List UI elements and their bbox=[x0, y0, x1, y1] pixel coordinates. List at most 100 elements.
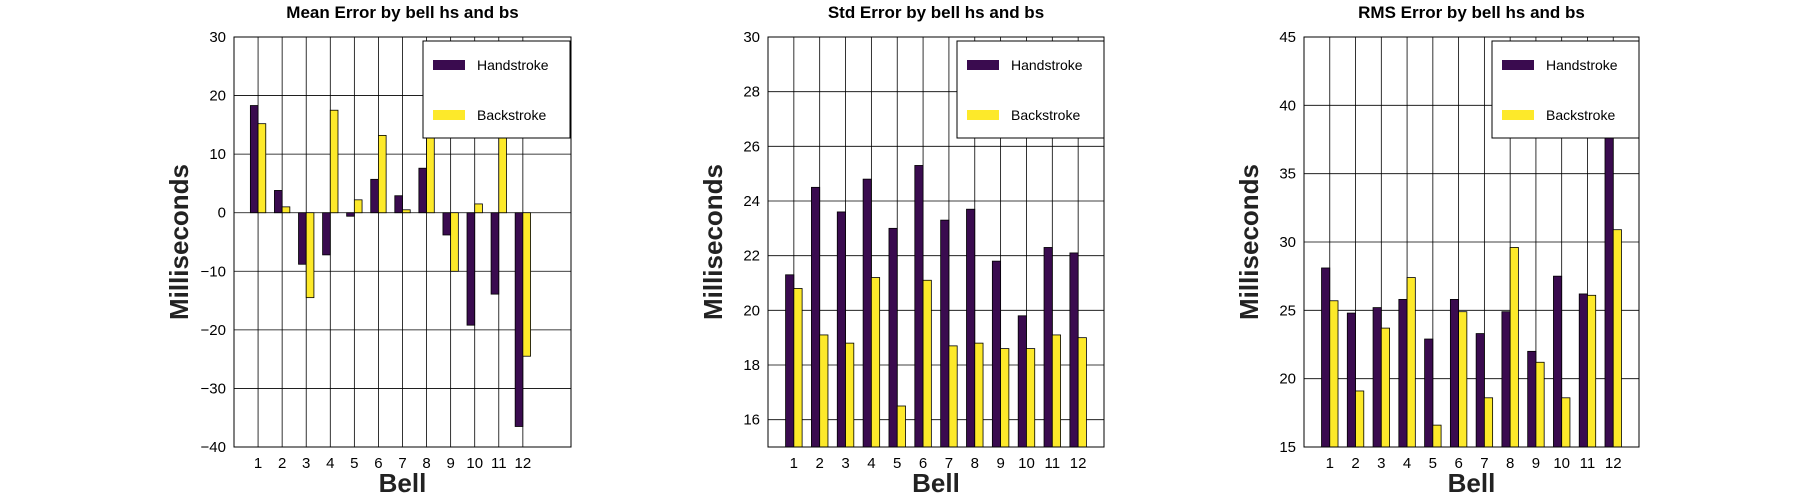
bar-backstroke-bell-12 bbox=[522, 212, 531, 357]
bar-backstroke-bell-11 bbox=[1051, 334, 1061, 448]
y-tick-label: 15 bbox=[1279, 439, 1296, 456]
y-tick-label: 28 bbox=[743, 84, 760, 101]
y-tick-label: 30 bbox=[209, 29, 226, 46]
y-tick-label: −30 bbox=[201, 380, 226, 397]
bar-backstroke-bell-4 bbox=[870, 277, 881, 448]
x-tick-label: 3 bbox=[302, 455, 310, 472]
y-tick-label: 35 bbox=[1279, 166, 1296, 183]
bar-backstroke-bell-3 bbox=[1380, 327, 1390, 448]
bar-backstroke-bell-1 bbox=[1329, 300, 1339, 448]
y-tick-label: 30 bbox=[743, 29, 760, 46]
x-tick-label: 11 bbox=[1045, 455, 1061, 472]
x-tick-label: 5 bbox=[893, 455, 901, 472]
bar-backstroke-bell-9 bbox=[1535, 361, 1545, 448]
bar-handstroke-bell-3 bbox=[836, 211, 846, 448]
bar-backstroke-bell-6 bbox=[378, 134, 387, 214]
bar-backstroke-bell-6 bbox=[922, 279, 932, 448]
y-tick-label: 10 bbox=[209, 146, 226, 163]
bar-handstroke-bell-6 bbox=[370, 178, 379, 214]
legend-label: Backstroke bbox=[477, 107, 546, 123]
y-tick-label: 20 bbox=[209, 88, 226, 105]
bar-handstroke-bell-2 bbox=[811, 186, 821, 448]
bar-backstroke-bell-1 bbox=[793, 288, 803, 448]
x-tick-label: 12 bbox=[1605, 455, 1622, 472]
legend-box bbox=[1491, 40, 1640, 139]
bar-backstroke-bell-12 bbox=[1612, 229, 1622, 448]
legend-swatch-handstroke bbox=[433, 60, 465, 70]
x-tick-label: 12 bbox=[515, 455, 532, 472]
legend-box bbox=[956, 40, 1105, 139]
x-tick-label: 7 bbox=[398, 455, 406, 472]
bar-handstroke-bell-1 bbox=[249, 105, 259, 214]
bar-backstroke-bell-2 bbox=[1355, 390, 1365, 448]
y-tick-label: 18 bbox=[743, 357, 760, 374]
bar-handstroke-bell-10 bbox=[466, 212, 476, 326]
legend-box bbox=[422, 40, 571, 139]
legend-swatch-backstroke bbox=[1502, 110, 1534, 120]
bar-backstroke-bell-9 bbox=[1000, 348, 1010, 448]
legend-label: Backstroke bbox=[1011, 107, 1080, 123]
bar-backstroke-bell-9 bbox=[450, 212, 459, 272]
axes-frame bbox=[233, 36, 572, 448]
x-tick-label: 1 bbox=[254, 455, 262, 472]
bar-backstroke-bell-8 bbox=[974, 342, 984, 448]
bar-handstroke-bell-9 bbox=[442, 212, 452, 236]
x-tick-label: 9 bbox=[996, 455, 1004, 472]
bar-backstroke-bell-7 bbox=[402, 209, 411, 214]
x-tick-label: 8 bbox=[971, 455, 979, 472]
legend-label: Handstroke bbox=[1011, 57, 1083, 73]
bar-backstroke-bell-2 bbox=[819, 334, 829, 448]
legend: Handstroke Backstroke bbox=[956, 40, 1105, 139]
x-tick-label: 7 bbox=[945, 455, 953, 472]
bar-backstroke-bell-2 bbox=[281, 206, 291, 214]
bar-handstroke-bell-4 bbox=[862, 178, 872, 448]
bar-backstroke-bell-4 bbox=[329, 109, 339, 214]
x-tick-label: 4 bbox=[1403, 455, 1411, 472]
y-tick-label: 24 bbox=[743, 193, 760, 210]
chart-title: Mean Error by bell hs and bs bbox=[286, 3, 518, 22]
chart-title: RMS Error by bell hs and bs bbox=[1358, 3, 1585, 22]
bar-handstroke-bell-8 bbox=[966, 208, 976, 448]
bar-backstroke-bell-7 bbox=[948, 345, 958, 448]
y-tick-label: −40 bbox=[201, 439, 226, 456]
bar-handstroke-bell-7 bbox=[1475, 333, 1485, 448]
legend-swatch-backstroke bbox=[967, 110, 999, 120]
x-tick-label: 4 bbox=[867, 455, 875, 472]
x-tick-label: 6 bbox=[1454, 455, 1462, 472]
y-tick-label: 40 bbox=[1279, 97, 1296, 114]
x-tick-label: 6 bbox=[919, 455, 927, 472]
bar-backstroke-bell-3 bbox=[305, 212, 315, 299]
bar-backstroke-bell-5 bbox=[896, 405, 906, 448]
legend-swatch-handstroke bbox=[1502, 60, 1534, 70]
bar-backstroke-bell-11 bbox=[1587, 294, 1597, 448]
bar-handstroke-bell-8 bbox=[418, 167, 427, 214]
y-tick-label: −10 bbox=[201, 263, 226, 280]
axes-frame bbox=[1303, 36, 1640, 448]
x-tick-label: 11 bbox=[491, 455, 507, 472]
bar-handstroke-bell-10 bbox=[1017, 315, 1027, 448]
x-tick-label: 5 bbox=[1429, 455, 1437, 472]
bar-handstroke-bell-3 bbox=[1372, 307, 1382, 448]
bar-handstroke-bell-2 bbox=[274, 190, 283, 214]
bar-handstroke-bell-5 bbox=[1424, 338, 1434, 448]
x-tick-label: 9 bbox=[1532, 455, 1540, 472]
bar-handstroke-bell-1 bbox=[785, 274, 795, 448]
bar-backstroke-bell-12 bbox=[1077, 337, 1087, 448]
bar-handstroke-bell-3 bbox=[298, 212, 307, 265]
x-tick-label: 4 bbox=[326, 455, 334, 472]
y-tick-label: 22 bbox=[743, 248, 760, 265]
bar-handstroke-bell-9 bbox=[1527, 350, 1537, 448]
bar-handstroke-bell-4 bbox=[1398, 298, 1408, 448]
bar-backstroke-bell-10 bbox=[474, 203, 483, 214]
bar-handstroke-bell-9 bbox=[991, 260, 1002, 448]
y-axis-label: Milliseconds bbox=[164, 164, 194, 320]
legend: Handstroke Backstroke bbox=[1491, 40, 1640, 139]
x-tick-label: 2 bbox=[278, 455, 286, 472]
x-axis-label: Bell bbox=[379, 468, 427, 498]
bar-handstroke-bell-4 bbox=[322, 212, 331, 256]
x-tick-label: 6 bbox=[374, 455, 382, 472]
y-tick-label: 45 bbox=[1279, 29, 1296, 46]
x-tick-label: 2 bbox=[816, 455, 824, 472]
